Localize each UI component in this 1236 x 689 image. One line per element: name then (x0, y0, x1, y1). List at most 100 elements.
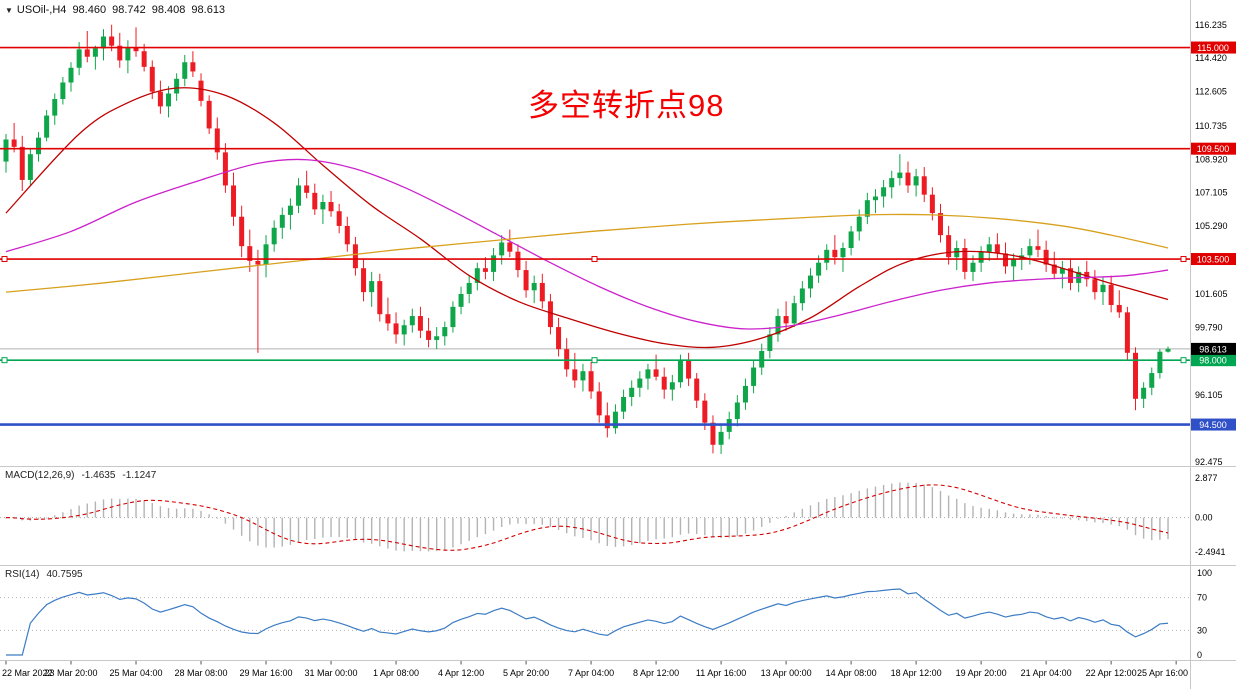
svg-text:94.500: 94.500 (1199, 420, 1227, 430)
time-axis-label: 25 Apr 16:00 (1137, 668, 1188, 678)
time-axis-label: 21 Apr 04:00 (1021, 668, 1072, 678)
macd-bar (517, 517, 519, 524)
time-axis-label: 25 Mar 04:00 (109, 668, 162, 678)
hline-handle[interactable] (591, 357, 598, 364)
macd-bar (549, 517, 552, 527)
svg-text:110.735: 110.735 (1195, 121, 1227, 131)
macd-bar (590, 517, 592, 541)
macd-bar (419, 517, 422, 552)
macd-bar (216, 517, 218, 519)
close-value: 98.613 (191, 4, 226, 16)
rsi-indicator-label: RSI(14) 40.7595 (5, 569, 90, 580)
rsi-value: 40.7595 (46, 569, 83, 580)
time-axis-label: 4 Apr 12:00 (438, 668, 484, 678)
macd-bar (184, 508, 186, 518)
macd-bar (899, 482, 901, 518)
macd-bar (1069, 517, 1072, 520)
macd-bar (476, 517, 479, 538)
svg-text:109.500: 109.500 (1197, 144, 1230, 154)
rsi-pane[interactable] (0, 588, 1190, 656)
macd-bar (696, 517, 698, 534)
macd-bar (704, 517, 706, 536)
svg-text:92.475: 92.475 (1195, 457, 1223, 467)
time-axis-label: 28 Mar 08:00 (175, 668, 228, 678)
macd-bar (801, 508, 804, 518)
macd-bar (86, 503, 88, 518)
macd-bar (1053, 517, 1055, 519)
svg-text:112.605: 112.605 (1195, 87, 1227, 97)
macd-bar (135, 498, 137, 518)
macd-bar (159, 506, 162, 518)
macd-bar (500, 517, 503, 527)
macd-bar (752, 517, 755, 531)
hline-handle[interactable] (1180, 256, 1187, 263)
time-axis-label: 23 Mar 20:00 (44, 668, 97, 678)
macd-bar (395, 517, 397, 551)
macd-bar (354, 517, 357, 540)
macd-bar (687, 517, 690, 534)
svg-text:116.235: 116.235 (1195, 20, 1227, 30)
rsi-name: RSI(14) (5, 569, 40, 580)
macd-bar (167, 508, 170, 518)
svg-text:107.105: 107.105 (1195, 188, 1228, 198)
rsi-axis-label: 30 (1197, 625, 1207, 635)
macd-bar (947, 495, 950, 518)
macd-bar (850, 493, 852, 518)
macd-bar (192, 508, 194, 518)
macd-bar (541, 517, 544, 525)
hline-handle[interactable] (591, 256, 598, 263)
symbol-dropdown-icon[interactable]: ▼ (5, 6, 13, 15)
macd-bar (817, 502, 820, 518)
macd-bar (785, 515, 787, 518)
ma-orange-line (5, 213, 1169, 293)
rsi-axis-label: 70 (1197, 593, 1207, 603)
ma-red-line (5, 87, 1169, 349)
macd-bar (639, 517, 641, 544)
macd-pane[interactable] (0, 482, 1190, 552)
hline-handle[interactable] (1, 256, 8, 263)
price-axis[interactable]: 116.235 114.420 112.605 110.735 108.920 107.1… (1191, 20, 1236, 467)
macd-bar (249, 517, 251, 542)
svg-text:99.790: 99.790 (1195, 322, 1223, 332)
macd-bar (322, 517, 324, 538)
macd-bar (614, 517, 617, 547)
svg-text:96.105: 96.105 (1195, 390, 1223, 400)
main-price-pane[interactable] (0, 24, 1190, 454)
macd-bar (891, 483, 893, 518)
svg-text:115.000: 115.000 (1197, 43, 1229, 53)
rsi-axis-label: 100 (1197, 568, 1212, 578)
macd-bar (1077, 517, 1080, 521)
macd-bar (728, 517, 730, 538)
macd-bar (809, 505, 812, 518)
macd-bar (655, 517, 657, 540)
time-axis-label: 18 Apr 12:00 (891, 668, 942, 678)
macd-bar (468, 517, 470, 541)
macd-bar (62, 512, 64, 518)
macd-bar (582, 517, 584, 539)
macd-axis-label: 0.00 (1195, 513, 1213, 523)
macd-bar (980, 507, 982, 518)
macd-bar (127, 498, 129, 518)
macd-bar (647, 517, 649, 541)
macd-bar (1102, 517, 1104, 523)
low-value: 98.408 (151, 4, 186, 16)
macd-signal-value: -1.1247 (122, 470, 157, 481)
macd-bar (858, 490, 860, 518)
macd-bar (54, 515, 56, 518)
chart-annotation-text[interactable]: 多空转折点98 (528, 88, 725, 123)
macd-bar (1159, 517, 1161, 540)
hline-handle[interactable] (1, 357, 8, 364)
macd-bar (972, 506, 974, 518)
hline-handle[interactable] (1180, 357, 1187, 364)
macd-signal-line (5, 484, 1169, 551)
macd-bar (866, 488, 869, 518)
time-axis-label: 11 Apr 16:00 (696, 668, 746, 678)
time-axis-label: 8 Apr 12:00 (633, 668, 679, 678)
high-value: 98.742 (112, 4, 146, 16)
macd-bar (110, 498, 113, 518)
svg-text:98.613: 98.613 (1199, 344, 1227, 354)
macd-bar (882, 484, 885, 518)
